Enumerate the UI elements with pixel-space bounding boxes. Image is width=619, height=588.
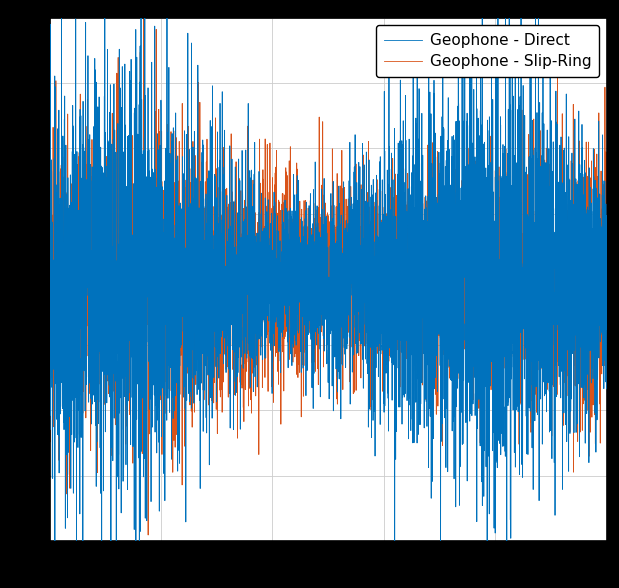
Geophone - Slip-Ring — [259, 211, 266, 218]
Geophone - Slip-Ring — [147, 273, 155, 280]
Geophone - Direct — [46, 234, 53, 241]
Geophone - Slip-Ring — [46, 286, 53, 293]
Legend: Geophone - Direct, Geophone - Slip-Ring: Geophone - Direct, Geophone - Slip-Ring — [376, 25, 599, 76]
Geophone - Direct — [603, 385, 610, 392]
Geophone - Direct — [147, 304, 155, 311]
Geophone - Slip-Ring — [144, 532, 152, 539]
Geophone - Slip-Ring — [462, 223, 469, 230]
Geophone - Slip-Ring — [504, 275, 511, 282]
Geophone - Slip-Ring — [603, 303, 610, 310]
Geophone - Direct — [462, 405, 469, 412]
Geophone - Slip-Ring — [140, 15, 147, 22]
Geophone - Direct — [259, 356, 266, 363]
Geophone - Slip-Ring — [380, 279, 387, 286]
Geophone - Slip-Ring — [409, 306, 416, 313]
Line: Geophone - Slip-Ring: Geophone - Slip-Ring — [50, 19, 607, 535]
Geophone - Direct — [504, 399, 511, 406]
Geophone - Direct — [380, 306, 387, 313]
Geophone - Direct — [409, 217, 416, 224]
Line: Geophone - Direct: Geophone - Direct — [50, 0, 607, 588]
